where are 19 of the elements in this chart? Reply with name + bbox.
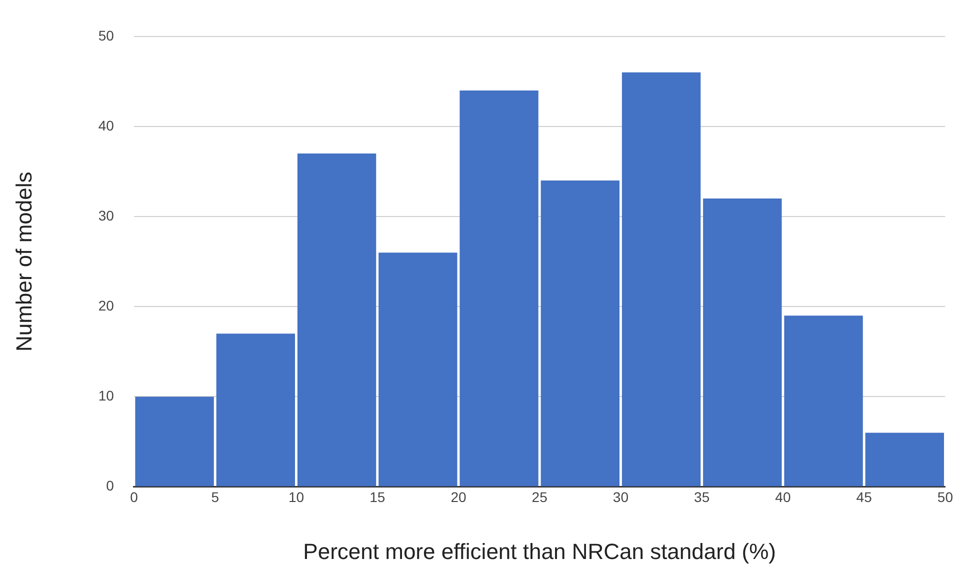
y-tick-label: 0 bbox=[106, 478, 114, 494]
x-tick-label: 30 bbox=[612, 489, 629, 506]
y-tick-label: 10 bbox=[98, 388, 114, 404]
x-tick-label: 45 bbox=[856, 489, 872, 506]
x-tick-label: 25 bbox=[532, 489, 548, 506]
x-tick-label: 5 bbox=[211, 489, 220, 506]
y-tick-label: 30 bbox=[98, 207, 114, 224]
x-axis-title: Percent more efficient than NRCan standard (%) bbox=[303, 538, 776, 564]
y-tick-label: 40 bbox=[98, 117, 114, 134]
x-tick-label: 10 bbox=[288, 489, 304, 506]
y-axis-title: Number of models bbox=[11, 172, 36, 352]
x-tick-label: 0 bbox=[130, 489, 138, 506]
x-tick-label: 20 bbox=[450, 489, 466, 506]
x-tick-label: 40 bbox=[775, 489, 791, 506]
x-tick-label: 35 bbox=[694, 489, 710, 506]
y-tick-label: 20 bbox=[98, 298, 114, 314]
y-tick-label: 50 bbox=[98, 27, 114, 44]
x-tick-label: 50 bbox=[937, 489, 954, 506]
x-tick-label: 15 bbox=[370, 489, 386, 506]
